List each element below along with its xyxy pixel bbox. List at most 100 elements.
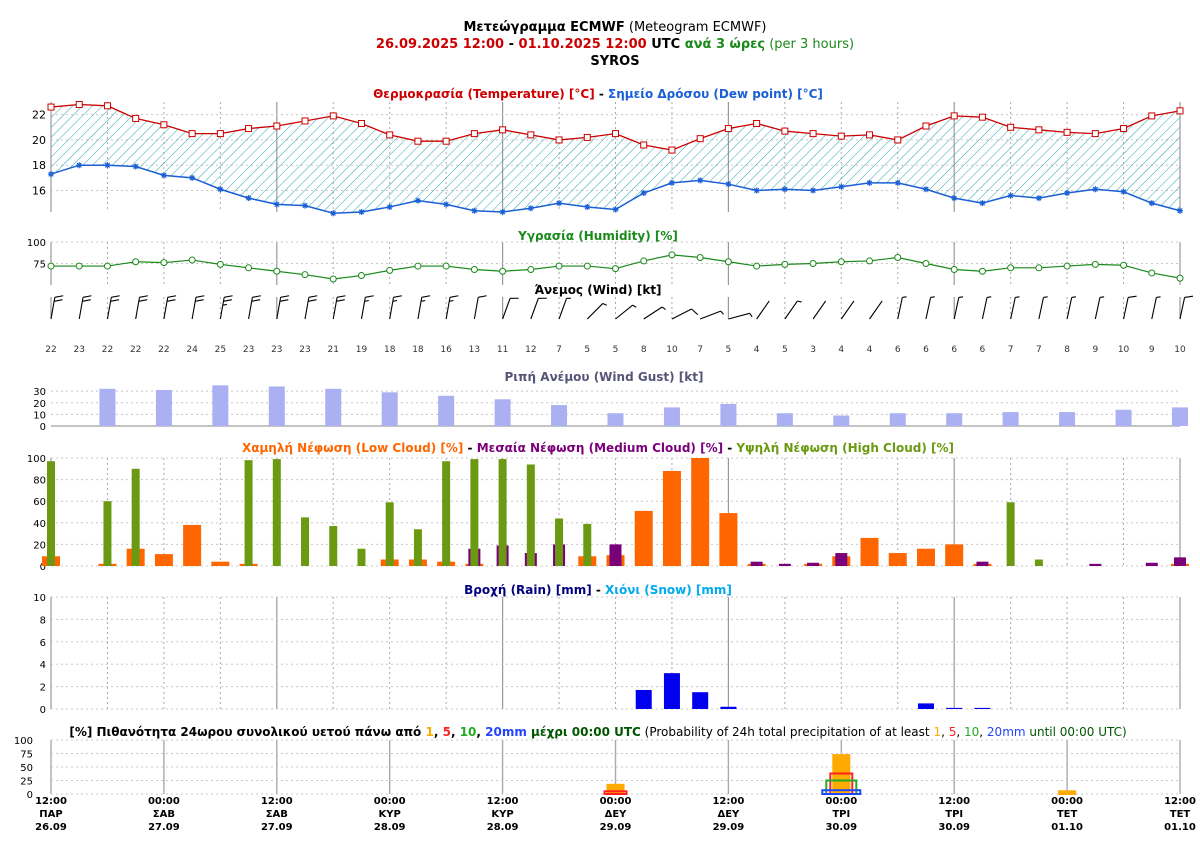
- humidity-point: [442, 262, 450, 270]
- medium-cloud-bar: [807, 562, 820, 566]
- wind-speed-label: 22: [130, 345, 141, 355]
- y-tick-label: 20: [33, 540, 46, 551]
- wind-barb: [586, 302, 607, 320]
- wind-barb: [1151, 296, 1161, 320]
- dewpoint-point: [499, 209, 506, 215]
- y-tick-label: 75: [20, 750, 33, 761]
- medium-cloud-bar: [1174, 557, 1186, 566]
- humidity-point: [809, 260, 817, 267]
- rain-panel-title: Βροχή (Rain) [mm] - Χιόνι (Snow) [mm]: [464, 583, 732, 597]
- temperature-point: [1063, 128, 1071, 136]
- humidity-point: [527, 266, 535, 274]
- rain-bar: [635, 689, 652, 709]
- medium-cloud-bar: [1089, 563, 1102, 566]
- humidity-point: [273, 267, 281, 275]
- wind-speed-label: 22: [158, 345, 169, 355]
- wind-speed-label: 23: [271, 345, 282, 355]
- rain-bar: [720, 706, 737, 709]
- humidity-point: [1091, 260, 1099, 268]
- wind-speed-label: 7: [1008, 345, 1014, 355]
- temperature-point: [386, 131, 394, 139]
- wind-gust-bar: [1172, 407, 1188, 426]
- wind-barb: [671, 308, 699, 320]
- temperature-point: [696, 135, 704, 143]
- humidity-point: [132, 258, 140, 266]
- temperature-point: [273, 122, 281, 130]
- wind-speed-label: 18: [412, 345, 424, 355]
- dewpoint-point: [273, 201, 280, 208]
- dewpoint-point: [697, 177, 704, 184]
- dewpoint-point: [48, 171, 54, 178]
- temperature-point: [245, 125, 253, 133]
- low-cloud-bar: [916, 548, 935, 566]
- dewpoint-point: [386, 203, 393, 210]
- wind-barb: [558, 297, 571, 320]
- probability-panel: 0 25 50 75 100: [14, 736, 1181, 801]
- temperature-point: [103, 102, 111, 110]
- temperature-point: [132, 114, 140, 122]
- wind-barb: [332, 295, 346, 320]
- wind-speed-label: 24: [186, 345, 198, 355]
- temperature-panel-title: Θερμοκρασία (Temperature) [°C] - Σημείο …: [373, 87, 823, 101]
- humidity-point: [1176, 274, 1184, 282]
- dewpoint-point: [414, 197, 421, 204]
- high-cloud-bar: [357, 548, 366, 566]
- dewpoint-point: [245, 195, 252, 202]
- x-tick-day: ΠΑΡ: [39, 809, 62, 820]
- wind-barb: [191, 295, 205, 320]
- humidity-point: [160, 259, 168, 267]
- x-tick-date: 26.09: [35, 822, 67, 833]
- wind-speed-label: 16: [440, 345, 452, 355]
- wind-barb: [1094, 296, 1105, 320]
- temperature-point: [1091, 130, 1099, 138]
- rain-bar: [692, 692, 709, 709]
- dewpoint-point: [810, 187, 817, 194]
- low-cloud-bar: [154, 554, 173, 566]
- wind-speed-label: 5: [584, 345, 590, 355]
- temperature-point: [160, 121, 168, 129]
- dewpoint-point: [1177, 207, 1183, 214]
- dewpoint-point: [1035, 195, 1042, 202]
- meteogram-title: Μετεώγραμμα ECMWF (Meteogram ECMWF): [463, 20, 766, 35]
- wind-speed-label: 5: [726, 345, 732, 355]
- y-tick-label: 2: [40, 683, 46, 694]
- y-tick-label: 0: [27, 790, 33, 801]
- humidity-point: [75, 262, 83, 270]
- high-cloud-bar: [131, 468, 140, 566]
- y-tick-label: 100: [27, 238, 46, 249]
- y-tick-label: 0: [40, 705, 46, 716]
- temperature-point: [527, 131, 535, 139]
- wind-gust-bar: [1002, 412, 1019, 426]
- wind-speed-label: 5: [782, 345, 788, 355]
- humidity-point: [47, 262, 55, 270]
- y-tick-label: 10: [33, 593, 46, 604]
- dewpoint-point: [217, 186, 224, 193]
- dewpoint-point: [668, 179, 675, 186]
- humidity-point: [781, 260, 789, 268]
- temperature-point: [1120, 125, 1128, 133]
- wind-speed-label: 23: [73, 345, 84, 355]
- temperature-point: [188, 130, 196, 138]
- wind-gust-bar: [438, 395, 455, 426]
- dewpoint-point: [951, 195, 958, 202]
- wind-barb: [953, 296, 964, 320]
- dewpoint-point: [781, 186, 788, 193]
- wind-barb: [276, 295, 290, 320]
- high-cloud-bar: [413, 529, 422, 566]
- wind-barb: [135, 295, 148, 320]
- dewpoint-point: [160, 172, 167, 179]
- wind-gust-bar: [212, 385, 229, 426]
- wind-barb: [812, 300, 827, 320]
- high-cloud-bar: [583, 523, 592, 566]
- humidity-point: [922, 260, 930, 267]
- medium-cloud-bar: [976, 561, 989, 566]
- high-cloud-bar: [301, 517, 310, 566]
- meteogram-period: 26.09.2025 12:00 - 01.10.2025 12:00 UTC …: [376, 37, 854, 52]
- probability-bar-1: [832, 754, 851, 795]
- wind-gust-bar: [268, 386, 285, 426]
- dewpoint-point: [471, 207, 478, 214]
- temperature-point: [470, 130, 478, 138]
- wind-gust-bar: [833, 415, 850, 426]
- humidity-point: [216, 260, 224, 268]
- humidity-point: [1007, 264, 1015, 272]
